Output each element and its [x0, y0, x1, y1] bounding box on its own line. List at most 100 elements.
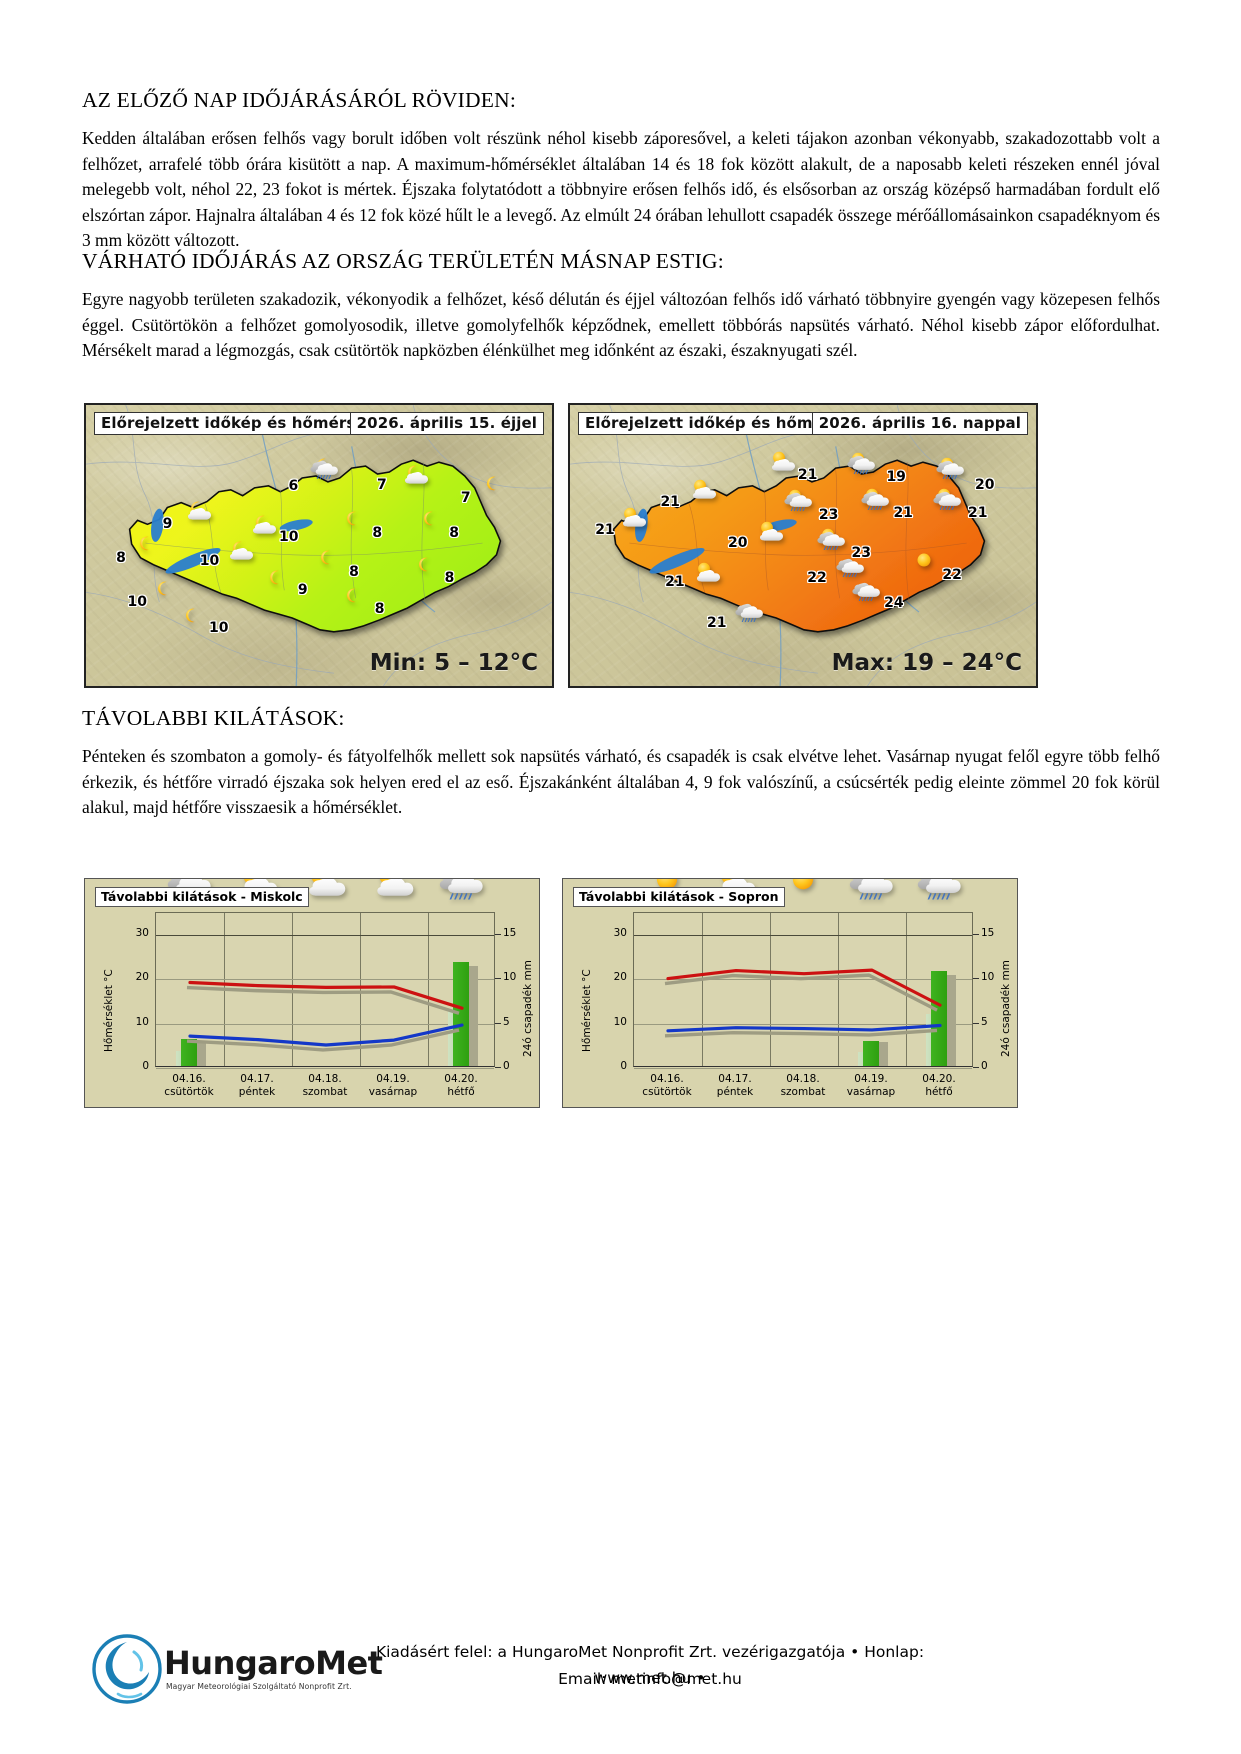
chart-y2-tick-mark — [495, 934, 501, 936]
chart-y-tick-label: 20 — [613, 971, 627, 984]
sun-cloud-icon — [692, 479, 716, 499]
map-weather-icon — [150, 579, 180, 607]
paragraph-previous-day: Kedden általában erősen felhős vagy boru… — [82, 128, 1160, 251]
map-weather-icon — [411, 555, 441, 583]
chart-x-tick-label: 04.20. hétfő — [444, 1073, 477, 1099]
chart-y2-tick-label: 5 — [503, 1015, 510, 1028]
chart-x-tick-date: 04.20. — [922, 1073, 956, 1085]
rain-cloud-icon — [852, 582, 880, 602]
chart-x-tick-label: 04.18. szombat — [303, 1073, 348, 1099]
map-weather-icon — [692, 561, 722, 589]
chart-y2-axis-title: 24ó csapadék mm — [522, 960, 534, 1057]
chart-plot-area — [155, 912, 495, 1069]
map-weather-icon — [783, 488, 813, 516]
sun-cloud-icon — [309, 879, 346, 896]
map-weather-icon — [313, 548, 343, 576]
map-minmax-label: Min: 5 – 12°C — [369, 650, 538, 676]
sun-cloud-icon — [697, 562, 721, 582]
map-minmax-label: Max: 19 – 24°C — [831, 650, 1022, 676]
chart-series-shadow-min — [186, 1028, 460, 1052]
chart-series-line-min — [188, 1023, 464, 1047]
chart-series-shadow-min — [664, 1028, 938, 1038]
chart-x-tick-date: 04.16. — [172, 1073, 206, 1085]
moon-icon — [270, 570, 279, 585]
chart-y2-tick-mark — [973, 1022, 979, 1024]
heading-tomorrow-forecast: VÁRHATÓ IDŐJÁRÁS AZ ORSZÁG TERÜLETÉN MÁS… — [82, 249, 724, 273]
chart-x-tick-date: 04.19. — [376, 1073, 410, 1085]
moon-icon — [158, 581, 167, 596]
rain-cloud-sun-icon — [936, 457, 964, 480]
rain-cloud-sun-icon — [849, 879, 893, 901]
hungaromet-logo-subtitle: Magyar Meteorológiai Szolgáltató Nonprof… — [166, 1682, 352, 1691]
map-weather-icon — [846, 451, 876, 479]
hungaromet-logo-icon — [92, 1634, 162, 1704]
chart-y-tick-label: 10 — [135, 1015, 149, 1028]
map-weather-icon — [688, 478, 718, 506]
chart-precip-bar — [181, 1039, 197, 1066]
map-hungary-shape — [86, 405, 552, 686]
map-date-label: 2026. április 15. éjjel — [349, 412, 544, 435]
chart-x-tick-date: 04.18. — [308, 1073, 342, 1085]
chart-y-tick-label: 20 — [135, 971, 149, 984]
chart-x-tick-label: 04.17. péntek — [239, 1073, 275, 1099]
chart-gridline-horizontal — [634, 1068, 972, 1069]
rain-cloud-sun-icon — [917, 879, 961, 901]
map-weather-icon — [183, 499, 213, 527]
chart-x-tick-weekday: vasárnap — [846, 1086, 896, 1098]
map-weather-icon — [851, 578, 881, 606]
rain-cloud-sun-icon — [439, 879, 483, 901]
chart-y2-tick-label: 15 — [503, 927, 517, 940]
map-title-label: Előrejelzett időkép és hőmérséklet — [94, 412, 406, 435]
moon-icon — [346, 588, 356, 603]
map-weather-icon — [935, 456, 965, 484]
map-weather-icon — [132, 534, 162, 562]
chart-gridline-horizontal — [156, 1068, 494, 1069]
chart-x-tick-label: 04.17. péntek — [717, 1073, 753, 1099]
rain-cloud-sun-icon — [861, 488, 890, 511]
chart-y2-tick-mark — [495, 1067, 501, 1068]
chart-series-lines — [186, 980, 464, 1052]
chart-gridline-horizontal — [156, 979, 494, 981]
sun-cloud-icon — [771, 451, 796, 471]
chart-weather-icon — [302, 879, 348, 905]
map-title-label: Előrejelzett időkép és hőmérséklet — [578, 412, 890, 435]
map-weather-icon — [178, 606, 208, 634]
moon-cloud-icon — [253, 515, 277, 534]
rain-cloud-icon — [836, 558, 864, 578]
moon-icon — [186, 608, 195, 623]
chart-x-tick-label: 04.16. csütörtök — [164, 1073, 213, 1099]
chart-x-tick-label: 04.20. hétfő — [922, 1073, 955, 1099]
map-weather-icon — [400, 463, 430, 491]
chart-x-tick-weekday: vasárnap — [368, 1086, 418, 1098]
chart-x-tick-date: 04.17. — [240, 1073, 274, 1085]
moon-cloud-icon — [187, 501, 211, 520]
moon-icon — [346, 511, 356, 526]
chart-x-tick-date: 04.17. — [718, 1073, 752, 1085]
moon-icon — [419, 558, 428, 572]
chart-y2-tick-mark — [973, 978, 979, 980]
map-weather-icon — [225, 539, 255, 567]
chart-weather-icon — [916, 879, 962, 905]
chart-y2-tick-mark — [973, 934, 979, 936]
chart-y2-axis-title: 24ó csapadék mm — [1000, 960, 1012, 1057]
moon-cloud-icon — [404, 465, 428, 484]
hungaromet-logo: HungaroMet Magyar Meteorológiai Szolgált… — [88, 1630, 383, 1708]
chart-x-tick-weekday: péntek — [238, 1086, 276, 1098]
heading-outlook: TÁVOLABBI KILÁTÁSOK: — [82, 706, 345, 730]
chart-y-tick-label: 30 — [135, 927, 149, 940]
chart-x-tick-weekday: hétfő — [925, 1086, 953, 1098]
chart-y2-tick-mark — [495, 1022, 501, 1024]
chart-y2-tick-label: 10 — [503, 971, 517, 984]
chart-y-tick-label: 10 — [613, 1015, 627, 1028]
chart-gridline-vertical — [360, 913, 361, 1066]
rain-cloud-moon-icon — [310, 458, 338, 480]
chart-x-tick-weekday: csütörtök — [642, 1086, 692, 1098]
map-weather-icon — [860, 487, 890, 515]
chart-x-tick-label: 04.19. vasárnap — [847, 1073, 895, 1099]
rain-cloud-sun-icon — [847, 453, 876, 475]
map-weather-icon — [816, 527, 846, 555]
map-weather-icon — [755, 520, 785, 548]
chart-gridline-vertical — [838, 913, 839, 1066]
map-weather-icon — [248, 513, 278, 541]
